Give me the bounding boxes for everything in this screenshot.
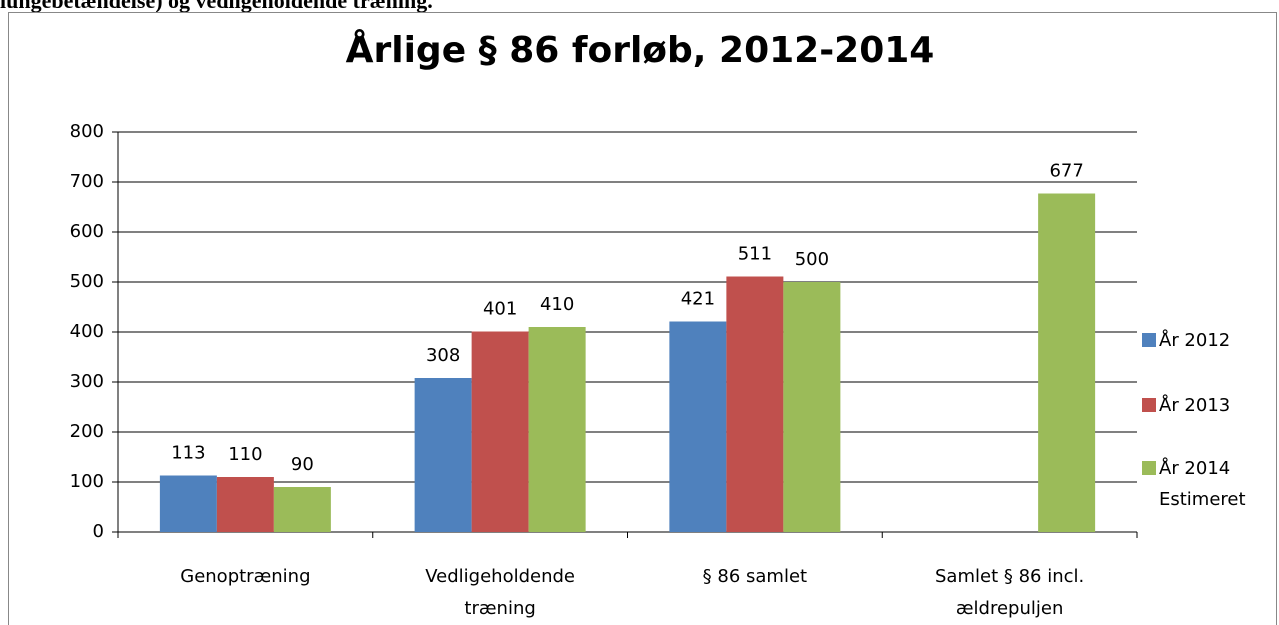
bar	[273, 487, 331, 532]
y-tick-label: 100	[70, 471, 104, 492]
legend-label: År 2012	[1159, 330, 1231, 351]
bar	[471, 331, 529, 532]
y-tick-label: 800	[70, 121, 104, 142]
x-tick-label: Samlet § 86 incl. ældrepuljen	[935, 566, 1085, 619]
bar	[1038, 193, 1096, 532]
data-label: 110	[228, 444, 262, 465]
x-tick-label: Vedligeholdende træning	[425, 566, 575, 619]
legend-swatch	[1142, 461, 1156, 475]
bar	[528, 327, 586, 532]
data-label: 500	[795, 249, 829, 270]
bar	[669, 321, 727, 532]
chart-frame	[8, 12, 1277, 625]
bar	[783, 282, 841, 532]
y-tick-label: 500	[70, 271, 104, 292]
y-tick-label: 700	[70, 171, 104, 192]
legend-label: År 2013	[1159, 395, 1231, 416]
data-label: 90	[291, 454, 314, 475]
x-tick-label: § 86 samlet	[702, 566, 808, 587]
data-label: 511	[738, 244, 772, 265]
bar	[726, 276, 784, 532]
x-tick-label: Genoptræning	[180, 566, 311, 587]
legend-swatch	[1142, 398, 1156, 412]
bar	[216, 477, 274, 532]
legend-label: År 2014 Estimeret	[1159, 458, 1246, 510]
data-label: 677	[1049, 161, 1083, 182]
y-tick-label: 600	[70, 221, 104, 242]
data-label: 308	[426, 345, 460, 366]
data-label: 421	[681, 289, 715, 310]
data-label: 113	[171, 443, 205, 464]
bar	[159, 475, 217, 532]
chart-title: Årlige § 86 forløb, 2012-2014	[346, 29, 935, 71]
y-tick-label: 200	[70, 421, 104, 442]
y-tick-label: 0	[93, 521, 104, 542]
y-tick-label: 400	[70, 321, 104, 342]
legend-swatch	[1142, 333, 1156, 347]
data-label: 401	[483, 299, 517, 320]
header-text: lungebetændelse) og vedligeholdende træn…	[0, 0, 433, 13]
bar	[414, 378, 472, 532]
y-tick-label: 300	[70, 371, 104, 392]
data-label: 410	[540, 294, 574, 315]
